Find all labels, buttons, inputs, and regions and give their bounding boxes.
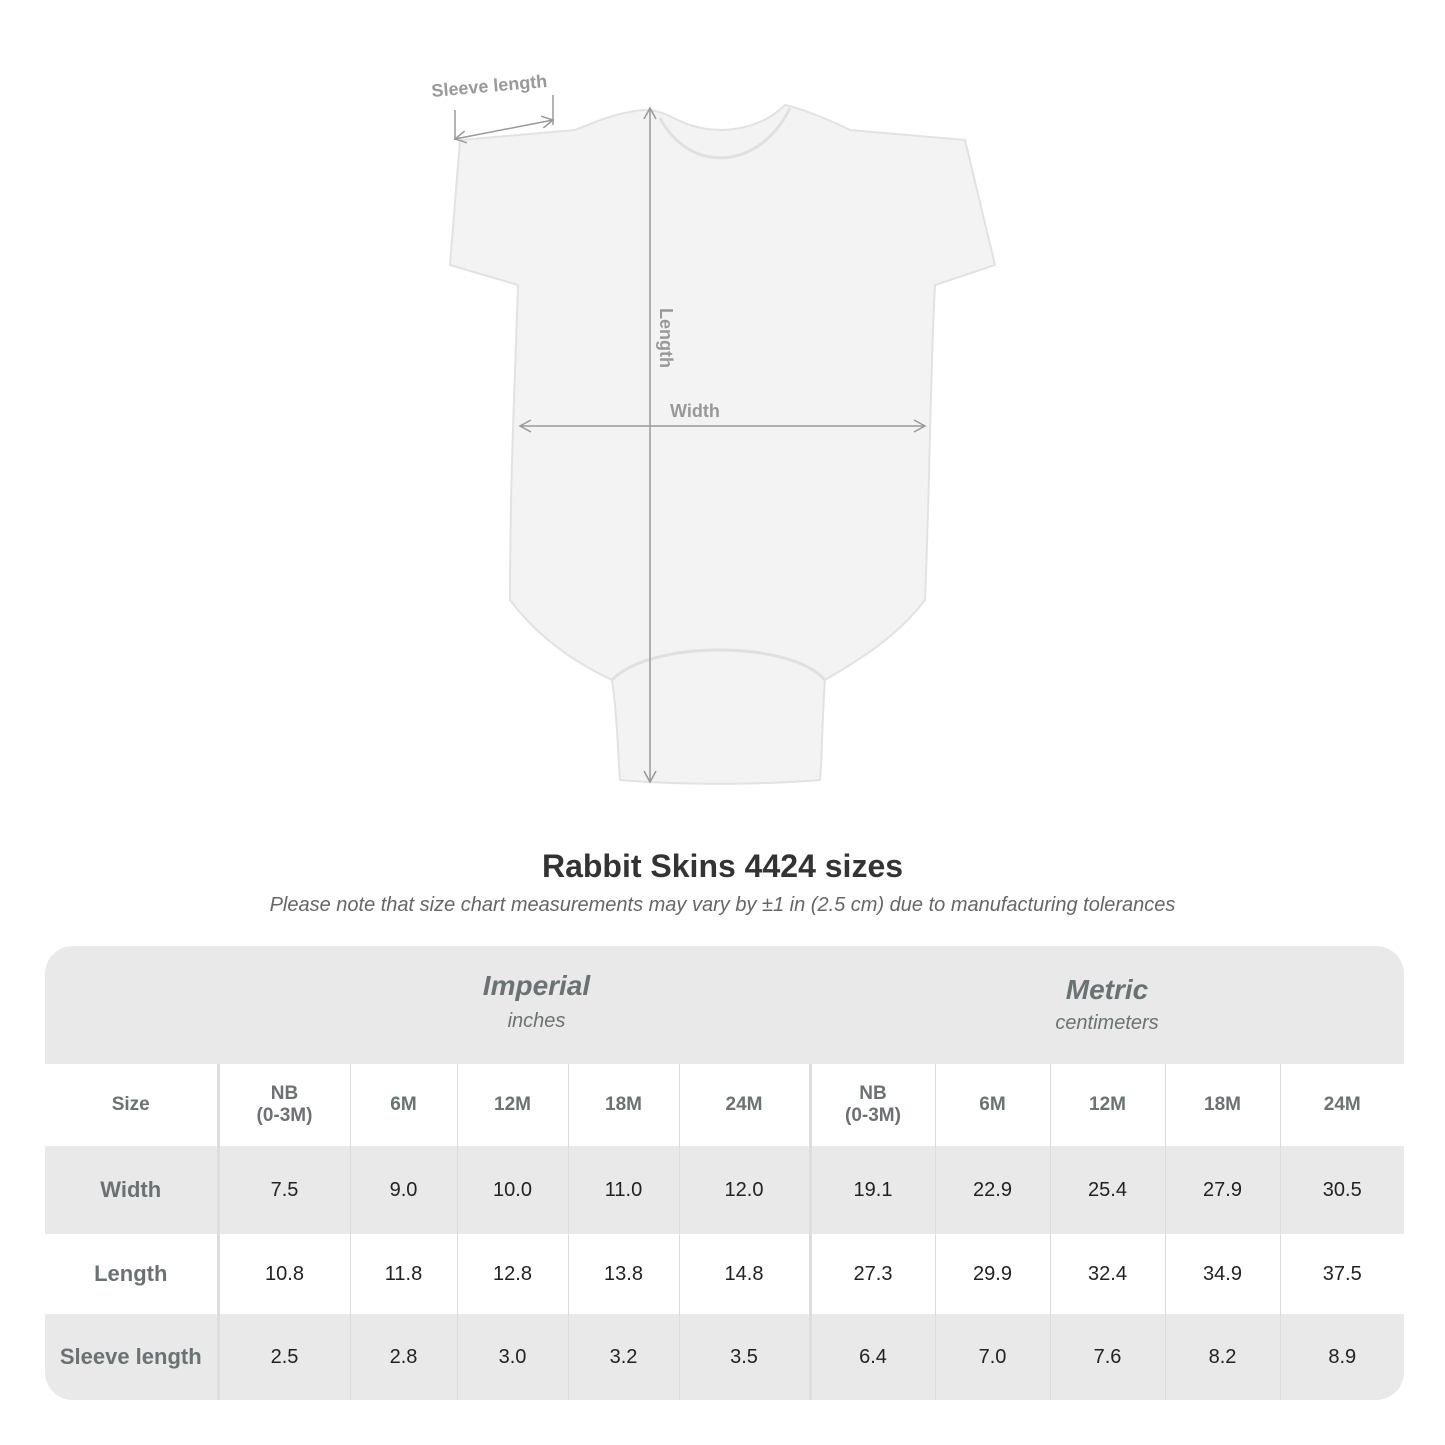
size-name: 24M (1323, 1094, 1361, 1115)
imperial-value-cell: 11.8 (349, 1234, 457, 1314)
size-name: 18M (1204, 1094, 1241, 1115)
imperial-value-cell: 10.0 (456, 1146, 568, 1234)
size-grid: Size NB (0-3M) 6M 12M 18M 24M NB (0-3M) 6M 12M 18M 2… (45, 1064, 1404, 1400)
metric-value-cell: 27.9 (1164, 1146, 1280, 1234)
size-imperial-header: 12M (456, 1064, 568, 1146)
size-imperial-header: 6M (349, 1064, 457, 1146)
measurement-label: Length (45, 1234, 218, 1314)
metric-value-cell: 32.4 (1049, 1234, 1165, 1314)
imperial-value-cell: 10.8 (216, 1234, 350, 1314)
imperial-unit: inches (507, 1010, 566, 1032)
measurement-label: Sleeve length (45, 1314, 218, 1400)
imperial-value-cell: 11.0 (567, 1146, 679, 1234)
metric-value-cell: 34.9 (1164, 1234, 1280, 1314)
size-name: 18M (605, 1094, 642, 1115)
metric-value-cell: 8.2 (1164, 1314, 1280, 1400)
neckline (658, 107, 792, 160)
onesie-body (448, 103, 997, 785)
size-metric-header: 18M (1164, 1064, 1280, 1146)
tolerance-note: Please note that size chart measurements… (269, 894, 1176, 916)
table-row: Sleeve length 2.5 2.8 3.0 3.2 3.5 6.4 7.0 7.6 8.2… (45, 1314, 1404, 1400)
imperial-header: Imperial inches (218, 946, 855, 1064)
length-label: Length (656, 308, 676, 368)
metric-value-cell: 29.9 (934, 1234, 1050, 1314)
imperial-value-cell: 7.5 (216, 1146, 350, 1234)
metric-header: Metric centimeters (810, 946, 1404, 1064)
metric-value-cell: 7.0 (934, 1314, 1050, 1400)
metric-value-cell: 25.4 (1049, 1146, 1165, 1234)
size-name: (0-3M) (845, 1105, 901, 1126)
size-header-row: Size NB (0-3M) 6M 12M 18M 24M NB (0-3M) 6M 12M 18M 2… (45, 1064, 1404, 1146)
metric-value-cell: 8.9 (1279, 1314, 1404, 1400)
measurement-label: Width (45, 1146, 218, 1234)
metric-value-cell: 7.6 (1049, 1314, 1165, 1400)
size-metric-header: NB (0-3M) (808, 1064, 935, 1146)
sleeve-length-label: Sleeve length (431, 71, 548, 101)
size-name: 12M (494, 1094, 531, 1115)
size-label: Size (45, 1064, 218, 1146)
metric-value-cell: 19.1 (808, 1146, 935, 1234)
imperial-value-cell: 3.5 (678, 1314, 810, 1400)
metric-value-cell: 22.9 (934, 1146, 1050, 1234)
size-name: NB (859, 1083, 887, 1104)
size-table: Imperial inches Metric centimeters Size N… (45, 946, 1404, 1400)
metric-value-cell: 6.4 (808, 1314, 935, 1400)
chart-title: Rabbit Skins 4424 sizes (541, 848, 904, 884)
leg-opening (610, 648, 827, 682)
imperial-value-cell: 9.0 (349, 1146, 457, 1234)
metric-title: Metric (1065, 974, 1149, 1005)
size-name: 6M (390, 1094, 417, 1115)
size-imperial-header: 24M (678, 1064, 810, 1146)
imperial-value-cell: 3.2 (567, 1314, 679, 1400)
table-row: Width 7.5 9.0 10.0 11.0 12.0 19.1 22.9 25.4 27.9 3… (45, 1146, 1404, 1234)
size-imperial-header: 18M (567, 1064, 679, 1146)
size-name: 24M (725, 1094, 763, 1115)
table-row: Length 10.8 11.8 12.8 13.8 14.8 27.3 29.9 32.4 34… (45, 1234, 1404, 1314)
metric-value-cell: 37.5 (1279, 1234, 1404, 1314)
sleeve-length-arrow (453, 115, 555, 144)
metric-value-cell: 30.5 (1279, 1146, 1404, 1234)
size-name: 12M (1089, 1094, 1126, 1115)
imperial-value-cell: 13.8 (567, 1234, 679, 1314)
metric-value-cell: 27.3 (808, 1234, 935, 1314)
imperial-value-cell: 12.8 (456, 1234, 568, 1314)
imperial-value-cell: 3.0 (456, 1314, 568, 1400)
imperial-value-cell: 2.5 (216, 1314, 350, 1400)
size-metric-header: 6M (934, 1064, 1050, 1146)
size-imperial-header: NB (0-3M) (216, 1064, 350, 1146)
size-name: NB (270, 1083, 299, 1104)
size-name: 6M (979, 1094, 1006, 1115)
imperial-value-cell: 14.8 (678, 1234, 810, 1314)
onesie-diagram: Sleeve length Length Width (431, 71, 997, 785)
imperial-title: Imperial (482, 970, 591, 1001)
imperial-value-cell: 2.8 (349, 1314, 457, 1400)
size-name: (0-3M) (256, 1105, 313, 1126)
size-metric-header: 24M (1279, 1064, 1404, 1146)
width-label: Width (670, 401, 720, 421)
size-metric-header: 12M (1049, 1064, 1165, 1146)
metric-unit: centimeters (1055, 1012, 1159, 1034)
imperial-value-cell: 12.0 (678, 1146, 810, 1234)
